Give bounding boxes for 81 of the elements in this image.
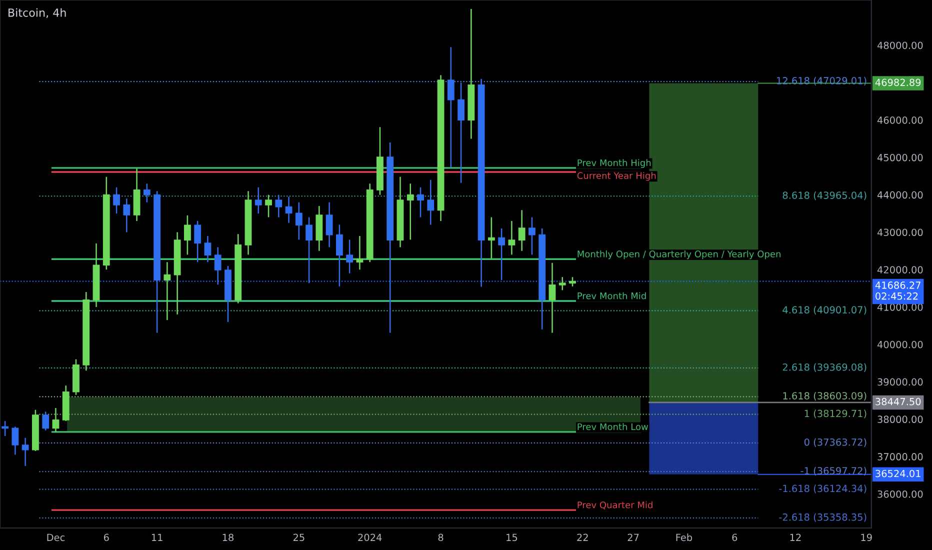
ref-line-label: Monthly Open / Quarterly Open / Yearly Open [578, 250, 780, 260]
y-tick-label: 46000.00 [877, 116, 923, 124]
candlestick [42, 411, 50, 432]
candlestick [204, 235, 212, 263]
y-tick-label: 37000.00 [878, 453, 923, 460]
x-tick-label: Feb [676, 534, 692, 542]
ref-line-label: Prev Month High [578, 159, 651, 168]
candlestick [356, 235, 364, 270]
ref-line-label: 8.618 (43965.04) [782, 191, 866, 200]
candlestick [52, 407, 60, 433]
x-tick-label: 11 [152, 534, 162, 541]
ref-line-label: 1 (38129.71) [804, 410, 866, 418]
candlestick [295, 202, 302, 240]
candlestick [518, 210, 526, 252]
y-tick-label: 45000.00 [877, 154, 923, 162]
ref-line-label: 38447.50 [876, 398, 921, 406]
candlestick [275, 194, 282, 218]
ref-line-label: 41686.27 02:45:22 [875, 282, 920, 300]
x-tick-label: 8 [438, 534, 444, 542]
candlestick [498, 228, 506, 281]
y-tick-label: 39000.00 [878, 378, 923, 386]
ref-line-label: -1 (36597.72) [800, 466, 866, 476]
ref-line-label: 1.618 (38603.09) [783, 392, 866, 401]
x-tick-label: 27 [628, 534, 639, 541]
candlestick [508, 220, 516, 256]
candlestick [194, 220, 202, 263]
ref-line-label: 0 (37363.72) [804, 438, 866, 447]
candlestick [2, 420, 9, 437]
x-tick-label: 6 [732, 534, 738, 542]
candlestick [458, 82, 464, 184]
candlestick [528, 216, 536, 256]
ref-line-label: Prev Month Mid [578, 292, 646, 300]
candlestick [184, 214, 191, 256]
candlestick [214, 246, 222, 286]
ref-line-label: -2.618 (35358.35) [779, 513, 866, 522]
candlestick [285, 196, 292, 224]
x-tick-label: 19 [861, 534, 872, 542]
x-tick-label: 12 [790, 534, 801, 541]
candlestick [558, 276, 566, 291]
x-tick-label: 18 [222, 534, 234, 542]
candlestick [265, 194, 272, 218]
y-tick-label: 48000.00 [877, 42, 923, 50]
candlestick [336, 224, 343, 288]
y-tick-label: 36000.00 [878, 490, 923, 498]
candlestick [164, 262, 171, 321]
ref-line-label: -1.618 (36124.34) [779, 484, 866, 494]
x-tick-label: 6 [104, 534, 109, 542]
band-label: 46982.89 [875, 78, 921, 86]
x-tick-label: 25 [293, 534, 304, 542]
candlestick [417, 186, 424, 218]
candlestick [548, 262, 556, 334]
candlestick [254, 186, 262, 214]
candlestick [12, 426, 19, 456]
candlestick [406, 182, 414, 240]
ref-line-label: Prev Month Low [578, 423, 648, 430]
candlestick [113, 186, 120, 214]
y-tick-label: 40000.00 [877, 340, 923, 348]
ref-line-label: 2.618 (39369.08) [782, 363, 866, 372]
band-label: 36524.01 [876, 470, 920, 478]
candlestick [306, 216, 313, 284]
x-tick-label: 22 [577, 534, 588, 541]
candlestick [326, 202, 333, 248]
text: Bitcoin, 4h [8, 8, 66, 18]
x-tick-label: 15 [506, 534, 518, 542]
x-tick-label: 2024 [358, 534, 382, 542]
y-tick-label: 38000.00 [878, 416, 923, 424]
candlestick [22, 437, 29, 467]
y-tick-label: 43000.00 [877, 228, 923, 236]
candlestick [346, 239, 354, 274]
candlestick [569, 276, 576, 288]
candlestick [143, 182, 150, 203]
candlestick [123, 198, 130, 233]
candlestick [427, 179, 434, 226]
y-tick-label: 44000.00 [877, 191, 923, 199]
ref-line-label: Current Year High [577, 172, 656, 181]
candlestick [488, 216, 495, 260]
y-tick-label: 42000.00 [877, 266, 923, 274]
candlestick [447, 46, 454, 168]
ref-line-label: 4.618 (40901.07) [782, 306, 866, 315]
x-tick-label: Dec [47, 534, 65, 542]
ref-line-label: Prev Quarter Mid [578, 501, 652, 510]
